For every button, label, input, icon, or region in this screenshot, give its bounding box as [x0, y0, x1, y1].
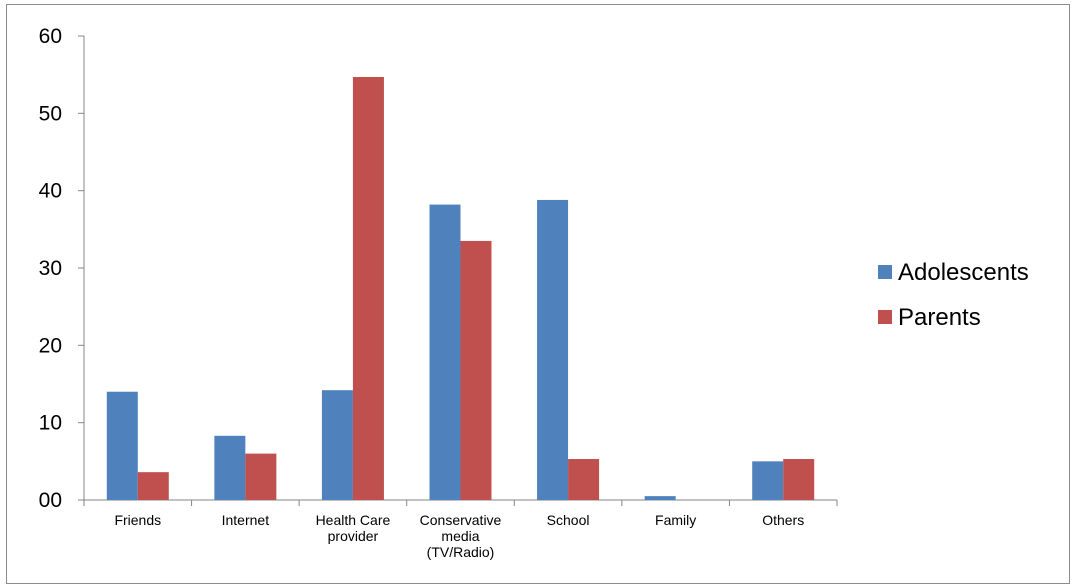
bar-adolescents — [321, 390, 353, 500]
x-tick-label: School — [547, 512, 590, 528]
bar-adolescents — [537, 199, 569, 501]
legend-label-parents: Parents — [898, 304, 981, 331]
x-tick-label: Friends — [114, 512, 161, 528]
legend-swatch-adolescents — [878, 265, 892, 279]
x-tick-label: Family — [655, 512, 696, 528]
y-tick-label: 10 — [39, 412, 62, 435]
legend: Adolescents Parents — [878, 259, 1029, 331]
x-tick-label: Others — [762, 512, 804, 528]
bar-adolescents — [644, 496, 676, 500]
y-tick-label: 30 — [39, 257, 62, 280]
x-tick-label: provider — [328, 528, 379, 544]
bar-parents — [568, 459, 600, 500]
bars — [106, 76, 815, 501]
bar-parents — [352, 76, 384, 500]
x-tick-label: media — [441, 528, 479, 544]
x-tick-label: Internet — [222, 512, 270, 528]
y-tick-label: 20 — [39, 334, 62, 357]
bar-adolescents — [429, 204, 461, 500]
bar-adolescents — [106, 391, 138, 500]
y-tick-label: 00 — [39, 489, 62, 512]
bar-adolescents — [752, 461, 784, 500]
y-tick-label: 40 — [39, 180, 62, 203]
bar-adolescents — [214, 435, 246, 500]
bar-parents — [460, 240, 492, 500]
x-tick-label: Health Care — [316, 512, 391, 528]
legend-label-adolescents: Adolescents — [898, 259, 1029, 286]
x-tick-label: (TV/Radio) — [427, 544, 495, 560]
legend-swatch-parents — [878, 310, 892, 324]
y-tick-label: 50 — [39, 102, 62, 125]
y-tick-label: 60 — [39, 25, 62, 48]
y-axis-ticks: 00 10 20 30 40 50 60 — [39, 25, 84, 512]
bar-parents — [245, 453, 277, 500]
x-tick-label: Conservative — [420, 512, 502, 528]
bar-parents — [783, 459, 815, 500]
bar-parents — [137, 472, 169, 500]
